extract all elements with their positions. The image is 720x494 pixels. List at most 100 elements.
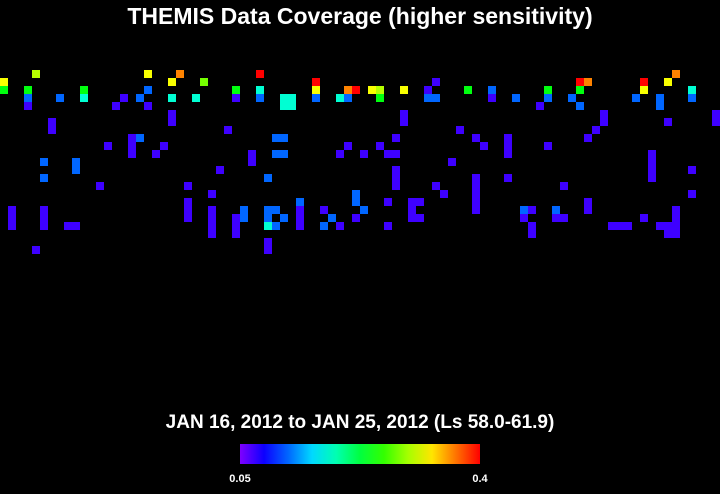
- coverage-cell: [656, 222, 664, 230]
- coverage-cell: [472, 134, 480, 142]
- coverage-cell: [168, 118, 176, 126]
- coverage-cell: [248, 150, 256, 158]
- coverage-cell: [320, 222, 328, 230]
- coverage-cell: [264, 238, 272, 246]
- coverage-cell: [208, 222, 216, 230]
- coverage-cell: [576, 86, 584, 94]
- coverage-cell: [504, 150, 512, 158]
- coverage-cell: [624, 222, 632, 230]
- coverage-cell: [328, 214, 336, 222]
- coverage-cell: [272, 206, 280, 214]
- coverage-cell: [8, 214, 16, 222]
- coverage-cell: [520, 206, 528, 214]
- coverage-cell: [488, 86, 496, 94]
- coverage-cell: [256, 86, 264, 94]
- coverage-cell: [552, 206, 560, 214]
- coverage-cell: [112, 102, 120, 110]
- coverage-cell: [672, 222, 680, 230]
- coverage-cell: [352, 86, 360, 94]
- coverage-cell: [416, 198, 424, 206]
- coverage-cell: [576, 102, 584, 110]
- coverage-cell: [24, 94, 32, 102]
- coverage-cell: [432, 94, 440, 102]
- coverage-cell: [576, 78, 584, 86]
- coverage-cell: [160, 142, 168, 150]
- coverage-cell: [392, 166, 400, 174]
- coverage-cell: [456, 126, 464, 134]
- coverage-cell: [208, 190, 216, 198]
- coverage-cell: [200, 78, 208, 86]
- coverage-cell: [72, 158, 80, 166]
- coverage-cell: [24, 102, 32, 110]
- coverage-cell: [648, 174, 656, 182]
- coverage-cell: [256, 94, 264, 102]
- coverage-cell: [688, 94, 696, 102]
- coverage-cell: [528, 206, 536, 214]
- coverage-cell: [672, 214, 680, 222]
- coverage-cell: [400, 86, 408, 94]
- coverage-cell: [224, 126, 232, 134]
- coverage-cell: [472, 190, 480, 198]
- coverage-cell: [40, 158, 48, 166]
- coverage-cell: [416, 214, 424, 222]
- coverage-cell: [320, 206, 328, 214]
- coverage-cell: [504, 142, 512, 150]
- coverage-cell: [184, 214, 192, 222]
- coverage-cell: [544, 94, 552, 102]
- coverage-cell: [288, 94, 296, 102]
- coverage-grid: [0, 70, 720, 254]
- coverage-cell: [584, 134, 592, 142]
- coverage-cell: [688, 166, 696, 174]
- coverage-cell: [488, 94, 496, 102]
- coverage-cell: [504, 174, 512, 182]
- coverage-cell: [424, 94, 432, 102]
- coverage-cell: [8, 206, 16, 214]
- coverage-cell: [472, 182, 480, 190]
- coverage-cell: [424, 86, 432, 94]
- coverage-cell: [664, 78, 672, 86]
- coverage-cell: [528, 222, 536, 230]
- coverage-cell: [608, 222, 616, 230]
- coverage-cell: [128, 150, 136, 158]
- coverage-cell: [296, 206, 304, 214]
- coverage-cell: [360, 150, 368, 158]
- coverage-cell: [136, 94, 144, 102]
- coverage-cell: [0, 78, 8, 86]
- coverage-cell: [312, 78, 320, 86]
- coverage-cell: [192, 94, 200, 102]
- coverage-cell: [440, 190, 448, 198]
- coverage-cell: [616, 222, 624, 230]
- coverage-cell: [184, 206, 192, 214]
- coverage-cell: [632, 94, 640, 102]
- coverage-cell: [136, 134, 144, 142]
- coverage-cell: [592, 126, 600, 134]
- coverage-cell: [336, 150, 344, 158]
- coverage-cell: [640, 78, 648, 86]
- coverage-cell: [264, 214, 272, 222]
- coverage-cell: [600, 118, 608, 126]
- coverage-cell: [264, 246, 272, 254]
- coverage-cell: [472, 198, 480, 206]
- coverage-cell: [168, 78, 176, 86]
- coverage-cell: [144, 86, 152, 94]
- coverage-cell: [376, 142, 384, 150]
- coverage-cell: [264, 222, 272, 230]
- coverage-cell: [712, 118, 720, 126]
- coverage-cell: [264, 174, 272, 182]
- coverage-cell: [672, 230, 680, 238]
- coverage-cell: [648, 150, 656, 158]
- coverage-cell: [176, 70, 184, 78]
- coverage-cell: [296, 198, 304, 206]
- coverage-cell: [600, 110, 608, 118]
- coverage-cell: [464, 86, 472, 94]
- coverage-cell: [664, 222, 672, 230]
- coverage-cell: [536, 102, 544, 110]
- coverage-cell: [688, 190, 696, 198]
- coverage-cell: [480, 142, 488, 150]
- coverage-cell: [232, 222, 240, 230]
- coverage-cell: [8, 222, 16, 230]
- coverage-cell: [584, 198, 592, 206]
- coverage-cell: [560, 182, 568, 190]
- coverage-cell: [712, 110, 720, 118]
